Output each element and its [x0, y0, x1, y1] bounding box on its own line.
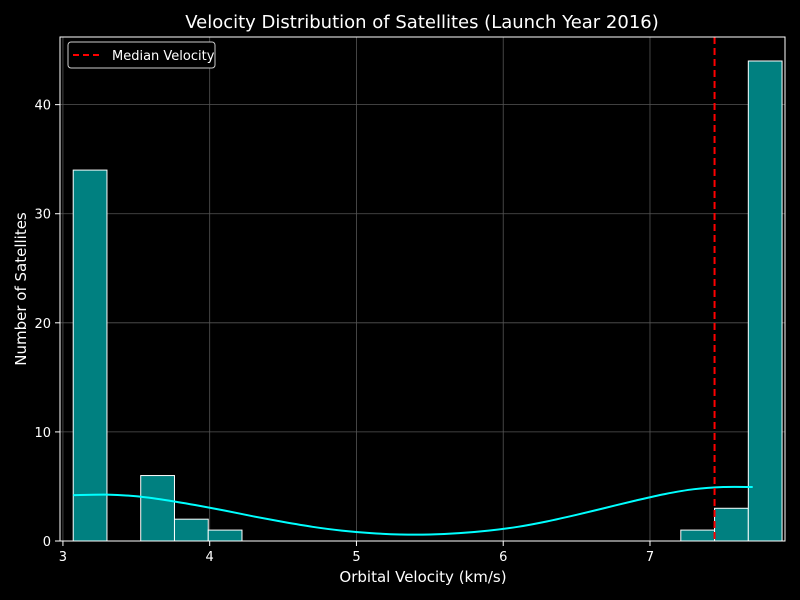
- x-tick-label: 7: [646, 550, 654, 565]
- y-tick-label: 20: [34, 317, 51, 332]
- x-tick-label: 6: [499, 550, 507, 565]
- histogram-bar: [140, 475, 175, 542]
- plot-frame: [59, 36, 786, 542]
- y-tick-label: 10: [34, 426, 51, 441]
- x-axis-label: Orbital Velocity (km/s): [339, 568, 506, 586]
- x-tick-label: 4: [206, 550, 214, 565]
- legend-box: [67, 41, 216, 69]
- kde-curve: [73, 485, 753, 536]
- y-axis-label: Number of Satellites: [12, 212, 30, 366]
- y-tick-label: 0: [43, 535, 51, 550]
- histogram-bar: [680, 529, 716, 542]
- axes-layer: 3 4 5 6 7 0 10 20 30 40: [34, 36, 786, 565]
- legend: Median Velocity: [67, 41, 216, 69]
- chart-title: Velocity Distribution of Satellites (Lau…: [185, 12, 659, 33]
- bars-layer: [72, 60, 783, 542]
- legend-median-label: Median Velocity: [112, 49, 215, 64]
- histogram-bar: [747, 60, 783, 542]
- histogram-bar: [173, 518, 209, 542]
- histogram-bar: [714, 507, 749, 542]
- histogram-bar: [72, 169, 108, 542]
- x-tick-label: 5: [352, 550, 360, 565]
- histogram-bar: [207, 529, 243, 542]
- y-tick-label: 30: [34, 208, 51, 223]
- x-tick-label: 3: [59, 550, 67, 565]
- y-tick-label: 40: [34, 99, 51, 114]
- kde-layer: [73, 485, 753, 536]
